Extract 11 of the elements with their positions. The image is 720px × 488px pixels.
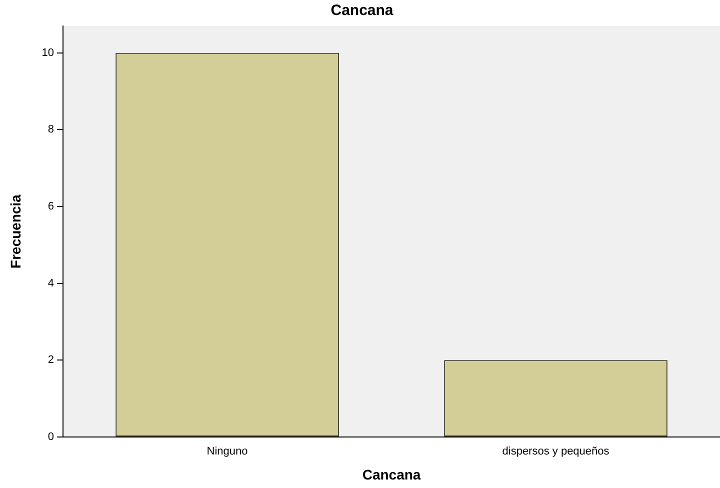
- x-axis-title: Cancana: [362, 466, 421, 482]
- y-tick-label: 10: [42, 46, 54, 59]
- y-tick-label: 0: [48, 431, 54, 444]
- y-tick-label: 8: [48, 124, 54, 136]
- x-tick-label: Ninguno: [206, 446, 248, 458]
- x-tick-label: dispersos y pequeños: [502, 446, 610, 458]
- y-tick-label: 6: [48, 200, 54, 213]
- y-tick-label: 2: [48, 354, 54, 366]
- y-tick-label: 4: [48, 277, 54, 290]
- chart-title: Cancana: [330, 2, 394, 20]
- y-axis-title: Frecuencia: [7, 194, 24, 268]
